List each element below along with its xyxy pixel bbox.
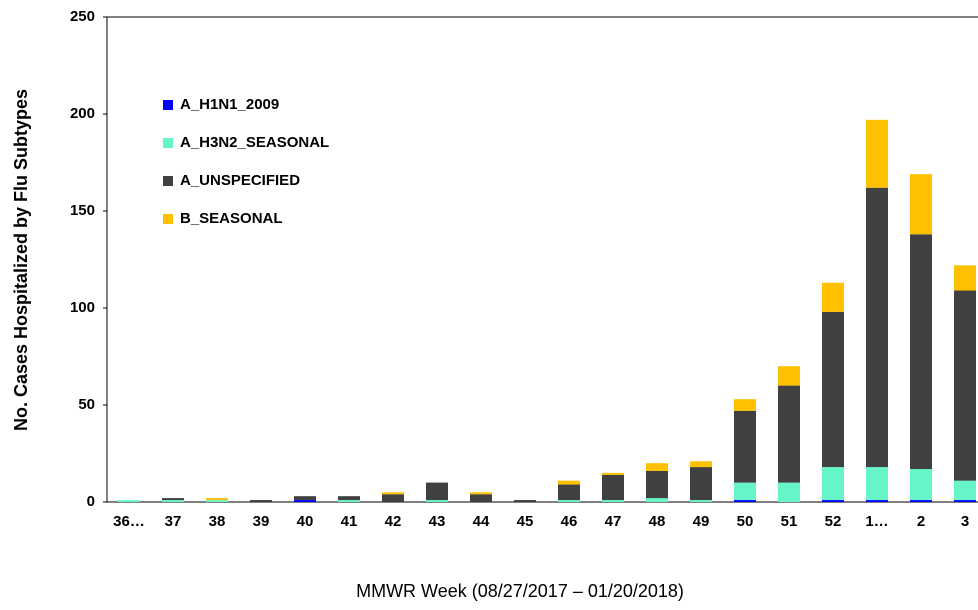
bar-segment xyxy=(866,119,888,188)
y-tick-label: 0 xyxy=(87,493,95,510)
bar-segment xyxy=(118,500,140,502)
y-tick-label: 150 xyxy=(70,202,95,219)
bar-segment xyxy=(822,311,844,468)
bar-segment xyxy=(338,496,360,501)
legend-swatch xyxy=(163,138,173,148)
bar-segment xyxy=(602,500,624,502)
bar-segment xyxy=(734,399,756,411)
x-tick-label: 39 xyxy=(253,513,270,530)
bar-segment xyxy=(470,492,492,495)
bar-segment xyxy=(734,410,756,483)
legend-swatch xyxy=(163,214,173,224)
bar-segment xyxy=(646,470,668,499)
legend-label: A_H1N1_2009 xyxy=(180,96,279,113)
bar-segment xyxy=(866,187,888,468)
x-tick-label: 47 xyxy=(605,513,622,530)
bar-segment xyxy=(646,463,668,471)
bar-segment xyxy=(558,480,580,485)
bar-segment xyxy=(954,500,976,502)
bar-segment xyxy=(734,500,756,502)
bar-segment xyxy=(690,500,712,502)
bar-segment xyxy=(954,265,976,291)
y-tick-label: 100 xyxy=(70,299,95,316)
bar-segment xyxy=(602,472,624,475)
bar-segment xyxy=(910,500,932,502)
bar-segment xyxy=(910,174,932,235)
y-tick-label: 250 xyxy=(70,8,95,25)
x-tick-label: 45 xyxy=(517,513,534,530)
bar-segment xyxy=(514,500,536,502)
legend-label: A_UNSPECIFIED xyxy=(180,172,300,189)
bar-segment xyxy=(162,498,184,501)
bar-segment xyxy=(866,500,888,502)
x-tick-label: 42 xyxy=(385,513,402,530)
bar-segment xyxy=(690,461,712,468)
bar-segment xyxy=(690,467,712,501)
bar-segment xyxy=(778,366,800,386)
bar-segment xyxy=(910,469,932,501)
bar-segment xyxy=(294,500,316,502)
x-tick-label: 38 xyxy=(209,513,226,530)
y-tick-label: 50 xyxy=(78,396,95,413)
x-tick-label: 36… xyxy=(113,513,145,530)
bar-segment xyxy=(294,496,316,501)
bar-segment xyxy=(162,500,184,502)
y-axis-title: No. Cases Hospitalized by Flu Subtypes xyxy=(11,89,31,431)
x-tick-label: 2 xyxy=(917,513,925,530)
x-tick-label: 52 xyxy=(825,513,842,530)
x-tick-label: 49 xyxy=(693,513,710,530)
bar-segment xyxy=(426,500,448,502)
bar-segment xyxy=(206,498,228,501)
bar-segment xyxy=(558,484,580,501)
x-tick-label: 43 xyxy=(429,513,446,530)
bar-segment xyxy=(558,500,580,502)
bar-segment xyxy=(822,282,844,312)
x-tick-label: 44 xyxy=(473,513,490,530)
bar-segment xyxy=(910,234,932,470)
bar-segment xyxy=(646,498,668,502)
x-tick-label: 40 xyxy=(297,513,314,530)
bar-segment xyxy=(206,500,228,502)
bar-segment xyxy=(426,482,448,501)
bar-segment xyxy=(602,474,624,501)
x-tick-label: 51 xyxy=(781,513,798,530)
x-tick-label: 3 xyxy=(961,513,969,530)
bar-segment xyxy=(338,500,360,502)
x-tick-label: 1… xyxy=(865,513,888,530)
bar-segment xyxy=(470,494,492,502)
legend-label: B_SEASONAL xyxy=(180,210,283,227)
x-tick-label: 41 xyxy=(341,513,358,530)
bar-segment xyxy=(382,494,404,502)
legend-label: A_H3N2_SEASONAL xyxy=(180,134,329,151)
bar-segment xyxy=(778,482,800,502)
bar-segment xyxy=(822,500,844,502)
bar-segment xyxy=(954,480,976,501)
y-tick-label: 200 xyxy=(70,105,95,122)
bar-segment xyxy=(954,290,976,481)
x-axis-title: MMWR Week (08/27/2017 – 01/20/2018) xyxy=(356,581,684,601)
legend-swatch xyxy=(163,100,173,110)
bar-segment xyxy=(734,482,756,501)
bar-segment xyxy=(822,467,844,501)
bar-segment xyxy=(866,467,888,501)
x-tick-label: 50 xyxy=(737,513,754,530)
x-tick-label: 46 xyxy=(561,513,578,530)
bar-segment xyxy=(382,492,404,495)
bar-segment xyxy=(250,500,272,502)
bar-segment xyxy=(778,385,800,483)
x-tick-label: 48 xyxy=(649,513,666,530)
legend-swatch xyxy=(163,176,173,186)
plot-frame xyxy=(106,16,978,503)
x-tick-label: 37 xyxy=(165,513,182,530)
